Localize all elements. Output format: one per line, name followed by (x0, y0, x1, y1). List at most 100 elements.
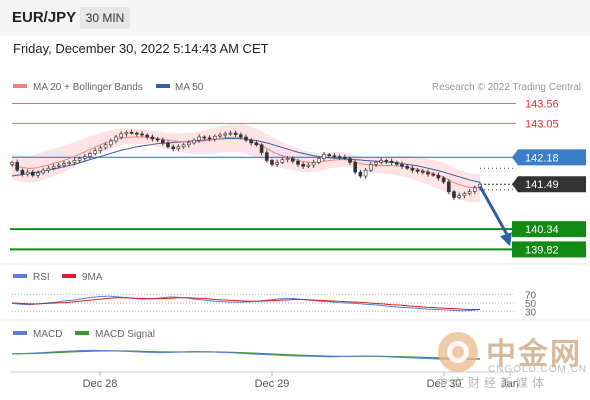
candle-body (389, 160, 394, 163)
support-label-box (512, 241, 586, 258)
watermark-url: CNGOLD.COM.CN (488, 364, 588, 375)
candle-body (192, 139, 196, 144)
last-price-box (512, 176, 586, 193)
candle-body (83, 156, 87, 159)
candle-body (223, 133, 227, 136)
candle-body (218, 134, 222, 137)
candle-body (93, 150, 97, 154)
candle-body (296, 160, 300, 165)
legend-label: 9MA (82, 272, 103, 283)
candle-body (363, 169, 368, 177)
candle-body (270, 160, 274, 165)
candle-body (306, 164, 311, 167)
x-axis-tick-label: Dec 28 (83, 378, 118, 390)
timestamp: Friday, December 30, 2022 5:14:43 AM CET (13, 41, 269, 56)
legend-label: MA 50 (175, 82, 204, 93)
candle-body (25, 171, 30, 175)
x-axis-tick-label: Dec 29 (255, 378, 290, 390)
candle-body (233, 132, 238, 135)
candle-body (15, 162, 19, 171)
candle-body (457, 195, 462, 198)
rsi-tick-label: 70 (525, 290, 537, 301)
candle-body (311, 162, 316, 166)
pivot-label-box (512, 149, 586, 166)
candle-body (441, 177, 446, 183)
candle-body (202, 136, 207, 139)
legend-swatch-ma50 (156, 84, 170, 88)
candle-body (353, 162, 358, 173)
timeframe-button[interactable]: 30 MIN (80, 7, 130, 29)
legend-swatch-macd (13, 331, 27, 335)
candle-body (166, 142, 170, 148)
candle-body (41, 169, 46, 174)
candle-body (264, 152, 269, 161)
candle-body (77, 158, 82, 161)
candle-body (36, 172, 40, 176)
resistance-label: 143.56 (525, 98, 559, 110)
candle-body (301, 164, 306, 167)
candle-body (472, 187, 477, 192)
resistance-label: 143.05 (525, 118, 559, 130)
candle-body (239, 134, 243, 138)
support-label-box (512, 221, 586, 238)
legend-label: MACD (33, 329, 62, 340)
legend-label: MACD Signal (95, 329, 155, 340)
candle-body (462, 193, 467, 196)
rsi-ma-line (11, 297, 480, 310)
candle-body (348, 158, 352, 163)
candle-body (98, 147, 103, 151)
candle-body (51, 165, 56, 169)
candle-body (72, 160, 77, 163)
candle-body (342, 157, 347, 159)
candle-body (114, 136, 118, 142)
candle-body (316, 158, 321, 163)
candle-body (446, 181, 451, 192)
pivot-label: 142.18 (525, 152, 559, 164)
candle-body (358, 171, 363, 177)
candle-body (259, 144, 264, 153)
candle-body (145, 134, 149, 138)
candle-body (176, 146, 181, 150)
candle-body (135, 132, 139, 135)
candle-body (119, 133, 123, 138)
candle-body (290, 158, 295, 162)
legend-label: RSI (33, 272, 50, 283)
candle-body (181, 144, 186, 148)
candle-body (213, 135, 217, 140)
candle-body (280, 159, 285, 163)
candle-body (431, 173, 436, 176)
support-label: 139.82 (525, 244, 559, 256)
candle-body (129, 132, 134, 134)
macd-signal-line (11, 350, 481, 360)
candle-body (420, 171, 425, 173)
rsi-line (11, 295, 481, 312)
candle-body (67, 162, 71, 164)
x-axis-tick-label: Jan (501, 378, 519, 390)
x-axis-tick-label: Dec 30 (427, 378, 462, 390)
candle-body (244, 136, 248, 141)
candle-body (56, 164, 61, 167)
toolbar: EUR/JPY 30 MIN (0, 0, 590, 36)
candle-body (400, 164, 404, 167)
candle-body (62, 163, 66, 166)
candle-body (150, 136, 155, 140)
candle-body (30, 171, 35, 176)
legend-swatch-rsi (13, 274, 27, 278)
candle-body (410, 167, 415, 171)
candle-body (254, 142, 259, 146)
bollinger-band (12, 123, 480, 203)
candle-body (452, 191, 456, 198)
candle-body (322, 154, 326, 159)
candle-body (88, 153, 92, 157)
instrument-symbol: EUR/JPY (12, 9, 77, 26)
candle-body (332, 155, 337, 158)
candle-body (46, 167, 51, 171)
forecast-arrowhead (500, 232, 512, 247)
last-price-label: 141.49 (525, 179, 559, 191)
candle-body (384, 160, 389, 162)
legend-label: MA 20 + Bollinger Bands (33, 82, 143, 93)
legend-swatch-ma20 (13, 84, 27, 88)
candle-body (140, 133, 144, 136)
candle-body (124, 132, 129, 135)
